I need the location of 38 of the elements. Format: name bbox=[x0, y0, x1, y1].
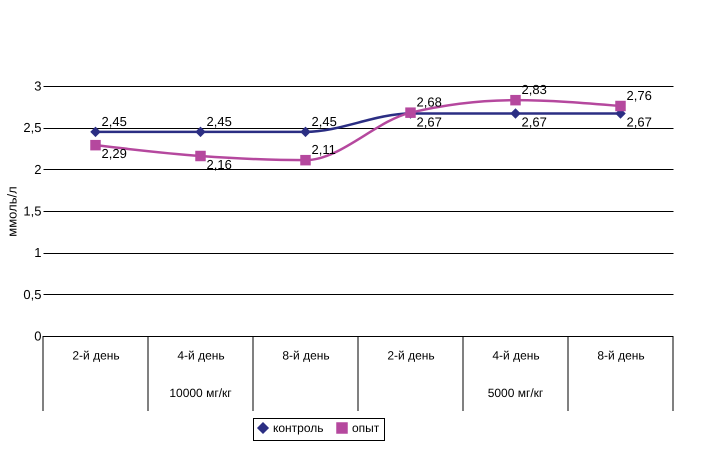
data-label: 2,76 bbox=[626, 88, 652, 103]
y-tick-label: 2 bbox=[34, 162, 42, 177]
y-tick-label: 0 bbox=[34, 328, 42, 344]
x-tick-label: 8-й день bbox=[597, 348, 645, 362]
y-tick-label: 1,5 bbox=[23, 204, 42, 218]
x-tick-label: 4-й день bbox=[492, 348, 540, 362]
data-label: 2,45 bbox=[206, 114, 232, 129]
y-tick-label: 0,5 bbox=[23, 286, 42, 302]
text: 10000 мг/кг bbox=[169, 386, 232, 400]
y-tick-label: 2,5 bbox=[23, 120, 42, 136]
point bbox=[510, 94, 521, 106]
x-tick-label: 4-й день bbox=[177, 348, 225, 362]
point bbox=[615, 100, 626, 112]
point bbox=[300, 154, 311, 166]
data-label: 2,11 bbox=[312, 142, 336, 158]
legend-label: контроль bbox=[273, 421, 324, 435]
point bbox=[300, 126, 311, 138]
data-label: 2,29 bbox=[102, 146, 127, 162]
x-tick-label: 8-й день bbox=[282, 348, 330, 362]
y-axis-title: ммоль/л bbox=[4, 186, 20, 237]
x-tick-label: 2-й день bbox=[387, 348, 435, 362]
text: 5000 мг/кг bbox=[488, 386, 544, 400]
data-label: 2,45 bbox=[312, 114, 337, 129]
point bbox=[195, 150, 206, 162]
point bbox=[195, 126, 206, 138]
data-label: 2,67 bbox=[626, 114, 652, 130]
x-tick-label: 2-й день bbox=[72, 348, 120, 362]
point bbox=[90, 126, 101, 138]
data-label: 2,68 bbox=[416, 94, 442, 110]
data-label: 2,45 bbox=[102, 114, 127, 129]
data-label: 2,67 bbox=[416, 114, 442, 130]
y-tick-label: 1 bbox=[34, 245, 42, 260]
legend-label: опыт bbox=[352, 421, 380, 435]
data-label: 2,67 bbox=[522, 114, 547, 130]
point bbox=[510, 108, 521, 119]
point bbox=[90, 140, 101, 150]
y-tick-label: 3 bbox=[34, 78, 42, 94]
data-label: 2,16 bbox=[206, 157, 232, 172]
